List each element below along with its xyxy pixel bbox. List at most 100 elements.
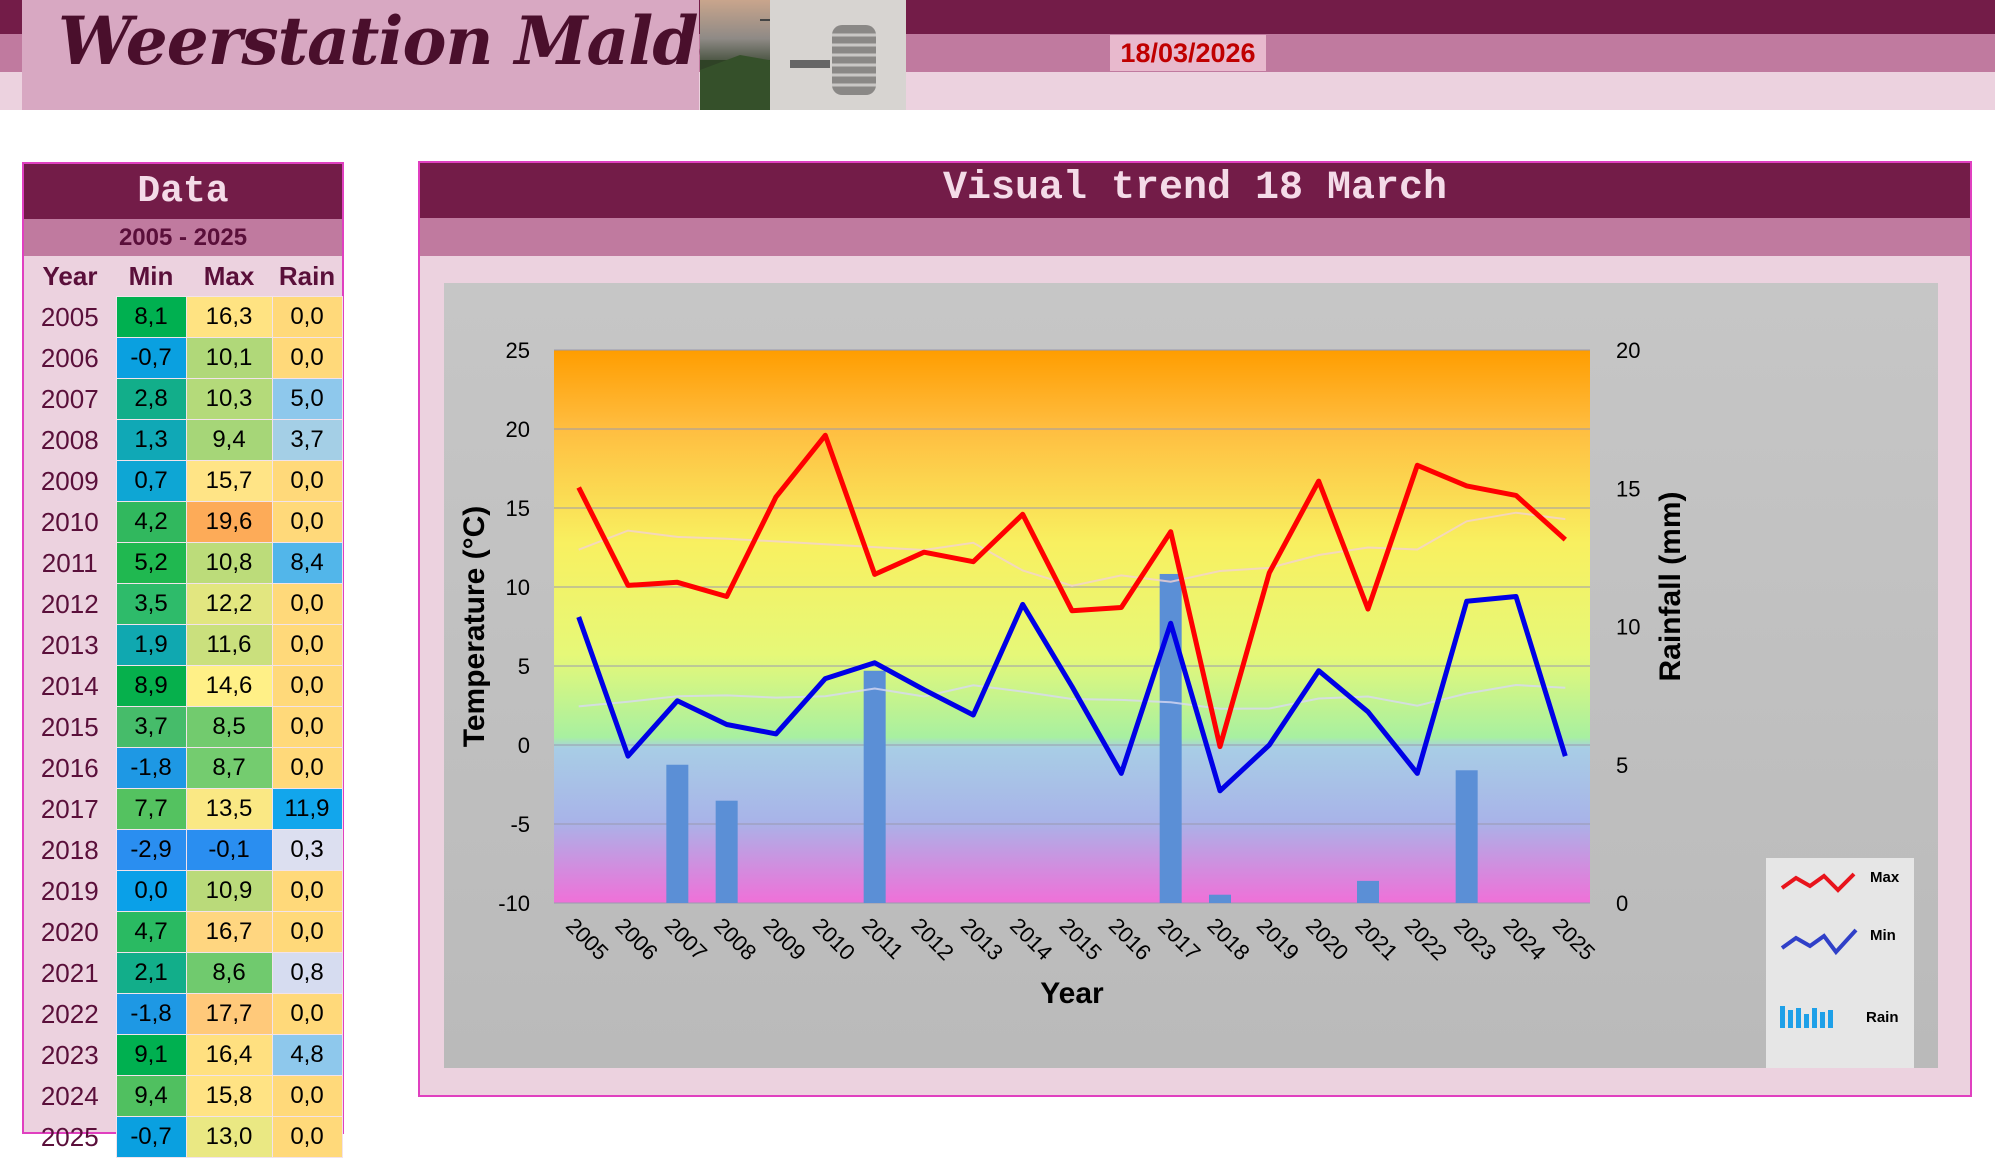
max-series-line	[576, 432, 1567, 750]
cell-year: 2014	[40, 670, 99, 701]
cell-min: -2,9	[115, 829, 187, 871]
table-row: 2023 9,1 16,4 4,8	[24, 1034, 343, 1076]
rain-bar	[715, 800, 738, 903]
data-panel: Data 2005 - 2025 Year Min Max Rain 2005 8…	[22, 162, 344, 1158]
plot-area	[554, 350, 1590, 903]
cell-rain: 0,0	[271, 337, 343, 379]
cell-min: 9,1	[115, 1034, 187, 1076]
cell-year: 2013	[40, 629, 99, 660]
chart-title: Visual trend 18 March	[420, 163, 1970, 218]
cell-max: 8,5	[185, 706, 273, 748]
y-tick-label: 15	[506, 496, 530, 521]
legend-max-swatch	[1780, 872, 1856, 893]
max-trendline	[578, 511, 1566, 587]
cell-year: 2016	[40, 752, 99, 783]
cell-year: 2019	[40, 875, 99, 906]
cell-max: 12,2	[185, 583, 273, 625]
cell-max: 8,7	[185, 747, 273, 789]
cell-rain: 0,0	[271, 501, 343, 543]
cell-year: 2021	[40, 957, 99, 988]
chart-area: 25 20 15 10 5 0 -5 -10 20 15 10 5 0 2005 2006 2007 2008 2…	[444, 283, 1938, 1070]
y2-tick-label: 20	[1616, 338, 1640, 363]
cell-rain: 0,0	[271, 706, 343, 748]
cell-max: 15,8	[185, 1075, 273, 1117]
cell-max: 10,8	[185, 542, 273, 584]
rain-bar	[1455, 770, 1478, 903]
cell-min: 0,7	[115, 460, 187, 502]
legend-rain-swatch	[1796, 1008, 1801, 1028]
cell-year: 2012	[40, 588, 99, 619]
y-tick-label: 5	[518, 654, 530, 679]
y-tick-label: 0	[518, 733, 530, 758]
cell-rain: 0,0	[271, 747, 343, 789]
table-row: 2025 -0,7 13,0 0,0	[24, 1116, 343, 1158]
y2-tick-label: 5	[1616, 753, 1628, 778]
cell-min: 8,1	[115, 296, 187, 338]
cell-max: 19,6	[185, 501, 273, 543]
legend-rain-swatch	[1812, 1008, 1817, 1028]
cell-max: -0,1	[185, 829, 273, 871]
cell-max: 13,0	[185, 1116, 273, 1158]
cell-min: -0,7	[115, 337, 187, 379]
table-row: 2019 0,0 10,9 0,0	[24, 870, 343, 912]
trend-chart: 2520151050-5-102015105020052006200720082…	[444, 283, 1938, 1070]
cell-min: 2,8	[115, 378, 187, 420]
table-row: 2012 3,5 12,2 0,0	[24, 583, 343, 625]
table-row: 2007 2,8 10,3 5,0	[24, 378, 343, 420]
table-header-row: Year Min Max Rain	[24, 256, 342, 297]
y2-tick-label: 10	[1616, 615, 1640, 640]
table-row: 2024 9,4 15,8 0,0	[24, 1075, 343, 1117]
cell-year: 2022	[40, 998, 99, 1029]
cell-year: 2006	[40, 342, 99, 373]
cell-year: 2011	[41, 547, 98, 578]
cell-rain: 0,0	[271, 1075, 343, 1117]
cell-rain: 0,8	[271, 952, 343, 994]
cell-max: 13,5	[185, 788, 273, 830]
cell-max: 10,1	[185, 337, 273, 379]
legend-min-swatch	[1780, 928, 1858, 956]
column-header-max: Max	[203, 260, 255, 291]
cell-max: 15,7	[185, 460, 273, 502]
cell-rain: 11,9	[271, 788, 343, 830]
cell-max: 16,4	[185, 1034, 273, 1076]
y-tick-label: 10	[506, 575, 530, 600]
table-row: 2005 8,1 16,3 0,0	[24, 296, 343, 338]
cell-year: 2008	[40, 424, 99, 455]
cell-max: 10,3	[185, 378, 273, 420]
column-header-year: Year	[42, 260, 98, 291]
cell-min: 7,7	[115, 788, 187, 830]
legend-box	[1766, 858, 1914, 1070]
legend-rain-label: Rain	[1866, 1009, 1899, 1026]
cell-year: 2007	[40, 383, 99, 414]
cell-rain: 0,3	[271, 829, 343, 871]
cell-year: 2025	[40, 1121, 99, 1152]
cell-min: 5,2	[115, 542, 187, 584]
data-range: 2005 - 2025	[24, 219, 342, 256]
cell-min: 4,2	[115, 501, 187, 543]
rain-bar	[863, 670, 886, 903]
cell-rain: 0,0	[271, 460, 343, 502]
cell-year: 2024	[40, 1080, 99, 1111]
data-title: Data	[24, 164, 342, 219]
cell-max: 8,6	[185, 952, 273, 994]
cell-min: 2,1	[115, 952, 187, 994]
cell-min: -0,7	[115, 1116, 187, 1158]
cell-rain: 0,0	[271, 911, 343, 953]
cell-rain: 0,0	[271, 296, 343, 338]
cell-year: 2010	[40, 506, 99, 537]
table-row: 2017 7,7 13,5 11,9	[24, 788, 343, 830]
cell-min: 1,9	[115, 624, 187, 666]
cell-max: 9,4	[185, 419, 273, 461]
current-date: 18/03/2026	[1110, 35, 1266, 71]
y-tick-label: 25	[506, 338, 530, 363]
cell-rain: 0,0	[271, 870, 343, 912]
legend-min-label: Min	[1870, 927, 1896, 944]
rain-bar	[1357, 880, 1379, 903]
cell-year: 2023	[40, 1039, 99, 1070]
cell-min: 3,7	[115, 706, 187, 748]
cell-rain: 0,0	[271, 993, 343, 1035]
table-row: 2008 1,3 9,4 3,7	[24, 419, 343, 461]
legend-rain-swatch	[1780, 1006, 1785, 1028]
cell-max: 10,9	[185, 870, 273, 912]
legend-rain-swatch	[1804, 1014, 1809, 1028]
